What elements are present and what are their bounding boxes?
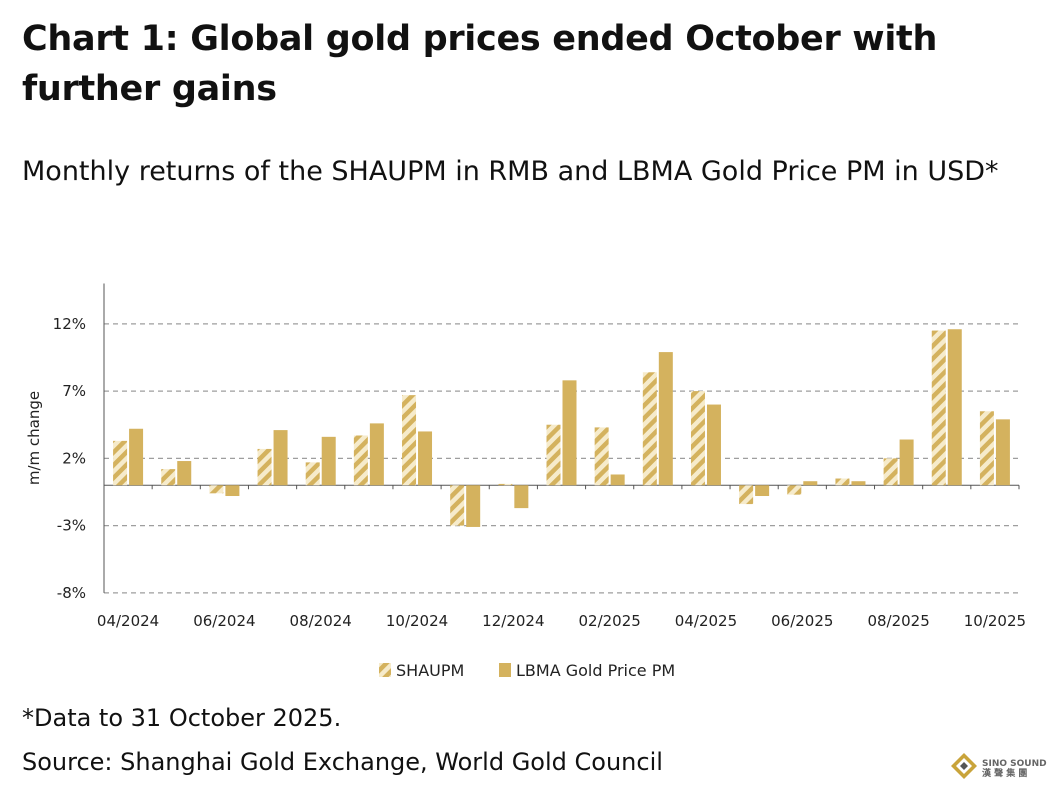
y-axis-label: m/m change: [25, 391, 43, 485]
bars: [113, 329, 1010, 527]
legend-swatch-lbma: [499, 663, 511, 677]
x-tick-label: 08/2025: [867, 612, 929, 630]
chart-subtitle: Monthly returns of the SHAUPM in RMB and…: [22, 156, 999, 187]
watermark-text: SINO SOUND 漢 聲 集 團: [982, 759, 1047, 779]
legend-label-lbma: LBMA Gold Price PM: [516, 661, 675, 680]
bar-lbma: [562, 380, 577, 486]
watermark-name: SINO SOUND: [982, 759, 1047, 769]
bar-shaupm: [594, 427, 609, 486]
bar-shaupm: [161, 469, 176, 486]
bar-lbma: [369, 423, 384, 486]
bar-lbma: [995, 419, 1010, 486]
source-note: Source: Shanghai Gold Exchange, World Go…: [22, 748, 663, 776]
bar-lbma: [273, 430, 288, 486]
bar-lbma: [658, 352, 673, 486]
x-tick-label: 10/2025: [964, 612, 1026, 630]
footnote: *Data to 31 October 2025.: [22, 704, 342, 732]
bar-lbma: [755, 485, 770, 497]
bar-shaupm: [979, 411, 994, 486]
watermark-logo-icon: [951, 753, 977, 779]
bar-lbma: [851, 481, 866, 486]
x-tick-label: 08/2024: [290, 612, 352, 630]
legend-label-shaupm: SHAUPM: [396, 661, 464, 680]
bar-shaupm: [257, 448, 272, 486]
bar-shaupm: [690, 391, 705, 486]
x-tick-label: 06/2024: [193, 612, 255, 630]
bar-shaupm: [402, 395, 417, 486]
x-tick-label: 10/2024: [386, 612, 448, 630]
bar-shaupm: [450, 485, 465, 526]
y-tick-label: -8%: [57, 584, 86, 602]
chart-title: Chart 1: Global gold prices ended Octobe…: [22, 19, 938, 109]
bar-shaupm: [883, 458, 898, 486]
bar-shaupm: [353, 435, 368, 486]
bar-lbma: [899, 439, 914, 486]
bar-shaupm: [739, 485, 754, 505]
y-tick-label: -3%: [57, 517, 86, 535]
bar-shaupm: [113, 440, 128, 486]
y-tick-label: 2%: [62, 449, 86, 467]
bar-shaupm: [642, 372, 657, 486]
bar-lbma: [947, 329, 962, 486]
bar-lbma: [418, 431, 433, 486]
bar-lbma: [610, 474, 625, 486]
watermark-subname: 漢 聲 集 團: [982, 769, 1028, 779]
x-tick-label: 02/2025: [578, 612, 640, 630]
bar-lbma: [177, 461, 192, 486]
y-tick-label: 7%: [62, 382, 86, 400]
bar-lbma: [321, 436, 336, 486]
bar-lbma: [803, 481, 818, 486]
legend: SHAUPM LBMA Gold Price PM: [379, 661, 675, 680]
tick-labels: 12% 7% 2% -3% -8% 04/2024 06/2024 08/2024 10/202…: [53, 315, 1026, 630]
bar-shaupm: [209, 485, 224, 494]
bar-shaupm: [835, 478, 850, 486]
axes: [103, 283, 1020, 593]
x-tick-label: 06/2025: [771, 612, 833, 630]
bar-shaupm: [787, 485, 802, 495]
bar-shaupm: [305, 462, 320, 486]
gridlines: [104, 323, 1019, 594]
bar-shaupm: [931, 330, 946, 486]
bar-shaupm: [546, 424, 561, 486]
x-tick-label: 12/2024: [482, 612, 544, 630]
bar-lbma: [129, 428, 144, 486]
bar-shaupm: [498, 483, 513, 486]
legend-swatch-shaupm: [379, 663, 391, 677]
bar-lbma: [706, 404, 721, 486]
bar-lbma: [514, 485, 529, 509]
x-tick-label: 04/2025: [675, 612, 737, 630]
bar-chart: 12% 7% 2% -3% -8% 04/2024 06/2024 08/2024 10/202…: [25, 283, 1026, 680]
y-tick-label: 12%: [53, 315, 86, 333]
x-tick-label: 04/2024: [97, 612, 159, 630]
bar-lbma: [225, 485, 240, 497]
bar-lbma: [466, 485, 481, 527]
